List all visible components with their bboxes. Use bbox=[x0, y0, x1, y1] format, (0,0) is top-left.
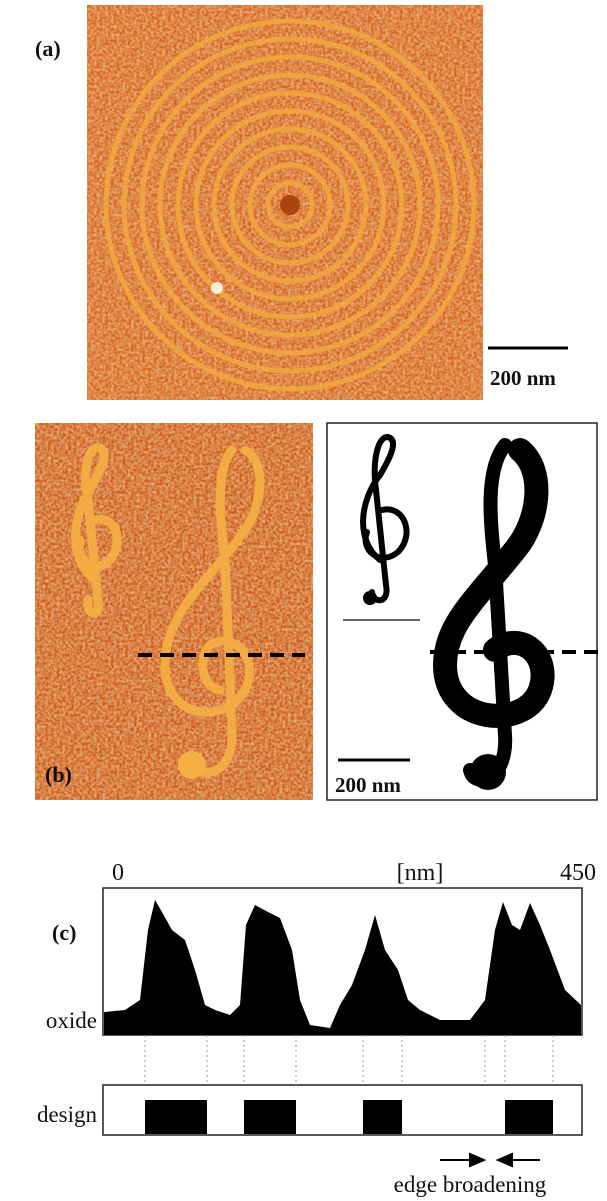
panel-label: (c) bbox=[52, 920, 76, 945]
profile-label: oxide bbox=[46, 1008, 97, 1033]
clef-dot bbox=[363, 591, 377, 605]
annotation: edge broadening bbox=[394, 1172, 547, 1197]
afm-image-a bbox=[87, 5, 483, 400]
axis-unit: [nm] bbox=[397, 860, 444, 886]
axis-start: 0 bbox=[112, 860, 124, 886]
axis-end: 450 bbox=[560, 860, 596, 886]
design-label: design bbox=[37, 1102, 98, 1127]
panel-label: (a) bbox=[35, 36, 61, 61]
clef-dot bbox=[470, 754, 506, 790]
scale-bar-label: 200 nm bbox=[335, 773, 401, 797]
panel-label: (b) bbox=[45, 762, 72, 787]
broadening-arrows bbox=[440, 1154, 540, 1166]
figure: (a) 200 nm (b) 200 nm 0 [nm] 450 (c) oxi… bbox=[0, 0, 607, 1201]
scale-bar-label: 200 nm bbox=[490, 366, 556, 390]
afm-image-b bbox=[35, 423, 313, 800]
